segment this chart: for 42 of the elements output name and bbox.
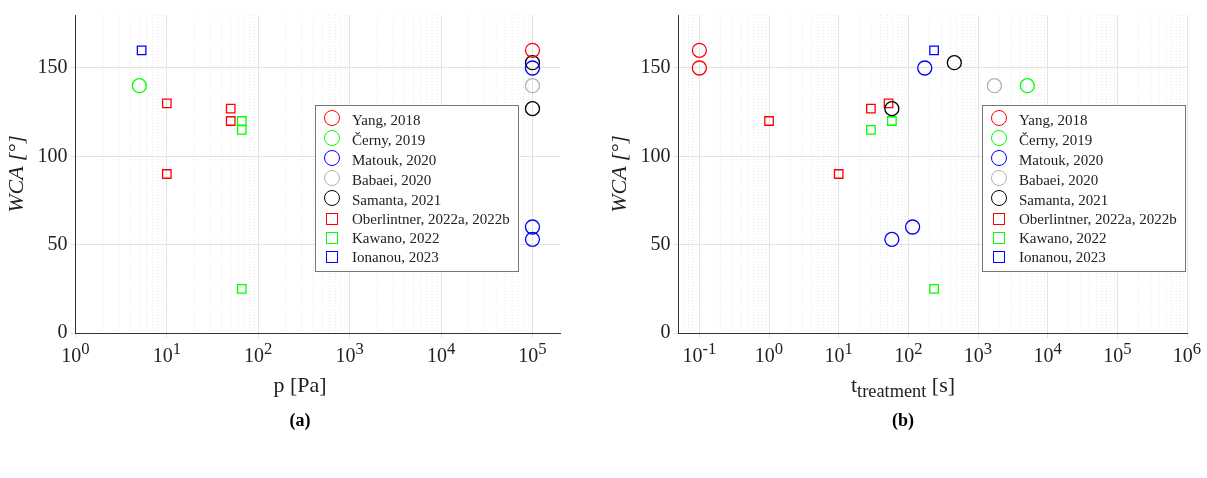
x-tick-label: 10$^{6}$ <box>1172 339 1202 367</box>
x-tick-label: 10$^{3}$ <box>335 339 364 367</box>
x-tick-label: 10$^{2}$ <box>244 339 273 367</box>
y-tick-label: 0 <box>660 320 671 343</box>
legend-label: Ionanou, 2023 <box>352 248 439 265</box>
x-tick-label: 10$^{2}$ <box>894 339 923 367</box>
x-tick-label: 10$^{1}$ <box>152 339 181 367</box>
legend-label: Kawano, 2022 <box>1019 229 1107 246</box>
y-tick-label: 150 <box>640 55 671 78</box>
y-tick-label: 50 <box>650 231 671 254</box>
legend-label: Babaei, 2020 <box>1019 171 1099 188</box>
legend-label: Černy, 2019 <box>352 131 426 148</box>
legend-label: Yang, 2018 <box>1019 111 1088 128</box>
y-tick-label: 150 <box>37 55 68 78</box>
y-axis-title: WCA [°] <box>2 135 28 213</box>
x-tick-label: 10$^{1}$ <box>824 339 853 367</box>
x-tick-label: 10$^{0}$ <box>754 339 784 367</box>
x-tick-label: 10$^{4}$ <box>426 339 456 367</box>
legend-label: Oberlintner, 2022a, 2022b <box>1019 210 1177 227</box>
legend-label: Samanta, 2021 <box>1019 191 1109 208</box>
legend-label: Babaei, 2020 <box>352 171 432 188</box>
legend-label: Yang, 2018 <box>352 111 421 128</box>
legend-label: Ionanou, 2023 <box>1019 248 1106 265</box>
x-axis-title: t$_{treatment}$ [s] <box>849 372 957 403</box>
legend-label: Matouk, 2020 <box>1019 151 1104 168</box>
x-tick-label: 10$^{-1}$ <box>682 339 717 367</box>
x-tick-label: 10$^{4}$ <box>1033 339 1062 367</box>
y-tick-label: 50 <box>47 231 68 254</box>
legend-label: Matouk, 2020 <box>352 151 437 168</box>
legend-label: Oberlintner, 2022a, 2022b <box>352 210 510 227</box>
x-tick-label: 10$^{5}$ <box>518 339 547 367</box>
legend-label: Černy, 2019 <box>1019 131 1093 148</box>
y-tick-label: 100 <box>640 143 671 166</box>
x-axis-title: p [Pa] <box>272 372 328 398</box>
y-tick-label: 100 <box>37 143 68 166</box>
legend-label: Samanta, 2021 <box>352 191 442 208</box>
text: (a) <box>288 410 312 431</box>
x-tick-label: 10$^{5}$ <box>1103 339 1132 367</box>
text: (b) <box>891 410 915 431</box>
legend-label: Kawano, 2022 <box>352 229 440 246</box>
x-tick-label: 10$^{3}$ <box>963 339 993 367</box>
y-axis-title: WCA [°] <box>605 135 631 213</box>
